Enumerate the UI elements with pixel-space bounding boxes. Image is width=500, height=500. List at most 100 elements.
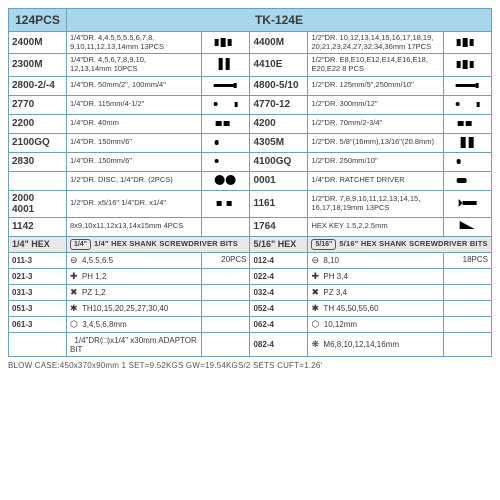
- icon-cell: [202, 217, 250, 236]
- desc-cell: 8x9,10x11,12x13,14x15mm 4PCS: [66, 217, 201, 236]
- code-cell: 0001: [250, 171, 308, 190]
- desc-cell: 1/2"DR. 5/8"(16mm),13/16"(20.8mm): [308, 133, 443, 152]
- bit-qty: [202, 284, 250, 300]
- header-right: TK-124E: [66, 9, 491, 32]
- code-cell: 4200: [250, 114, 308, 133]
- code-cell: 4305M: [250, 133, 308, 152]
- bit-code: 051-3: [9, 300, 67, 316]
- extension-icon: [445, 78, 490, 92]
- bit-qty: [202, 268, 250, 284]
- socket-set-icon: [445, 35, 490, 49]
- icon-cell: [202, 54, 250, 76]
- bit-qty: [202, 332, 250, 356]
- icon-cell: [202, 95, 250, 114]
- spec-row: 2100GQ1/4"DR. 150mm/6"4305M1/2"DR. 5/8"(…: [9, 133, 492, 152]
- icon-cell: [443, 190, 491, 217]
- spec-row: 1/2"DR. DISC, 1/4"DR. (2PCS) 00011/4"DR. …: [9, 171, 492, 190]
- desc-cell: 1/4"DR. 115mm/4-1/2": [66, 95, 201, 114]
- icon-cell: [443, 152, 491, 171]
- icon-cell: [202, 171, 250, 190]
- desc-cell: 1/4"DR. 40mm: [66, 114, 201, 133]
- bit-qty: [202, 300, 250, 316]
- icon-cell: [443, 76, 491, 95]
- bit-symbol: ⊖: [70, 255, 78, 265]
- desc-cell: 1/2"DR. x5/16" 1/4"DR. x1/4": [66, 190, 201, 217]
- bit-desc: ✚ PH 3,4: [308, 268, 443, 284]
- crow-foot-icon: [445, 196, 490, 210]
- bit-desc: ❋ M6,8,10,12,14,16mm: [308, 332, 443, 356]
- bit-symbol: ✚: [311, 271, 319, 281]
- code-cell: 2800-2/-4: [9, 76, 67, 95]
- bit-desc: ⬡ 3,4,5,6,8mm: [66, 316, 201, 332]
- desc-cell: 1/2"DR. E8,E10,E12,E14,E16,E18,E20,E22 8…: [308, 54, 443, 76]
- bit-code: 082-4: [250, 332, 308, 356]
- shank-row: 1/4" HEX 1/4"1/4" HEX SHANK SCREWDRIVER …: [9, 236, 492, 252]
- bit-desc: ✚ PH 1,2: [66, 268, 201, 284]
- bit-qty: [443, 268, 491, 284]
- socket-set-icon: [203, 35, 248, 49]
- bit-qty: [443, 300, 491, 316]
- bit-symbol: ✖: [70, 287, 78, 297]
- desc-cell: 1/2"DR. 70mm/2-3/4": [308, 114, 443, 133]
- code-cell: 4400M: [250, 32, 308, 54]
- spinner-icon: [445, 97, 490, 111]
- bit-desc: ⬡ 10,12mm: [308, 316, 443, 332]
- bit-code: 052-4: [250, 300, 308, 316]
- disc-icon: [203, 173, 248, 187]
- bit-qty: [443, 332, 491, 356]
- spec-table: 124PCS TK-124E 2400M1/4"DR. 4,4.5,5,5.5,…: [8, 8, 492, 357]
- shank-right-text: 5/16"5/16" HEX SHANK SCREWDRIVER BITS: [308, 236, 492, 252]
- bit-symbol: ⬡: [70, 319, 78, 329]
- spec-row: 22001/4"DR. 40mm 42001/2"DR. 70mm/2-3/4": [9, 114, 492, 133]
- desc-cell: 1/2"DR. DISC, 1/4"DR. (2PCS): [66, 171, 201, 190]
- spec-row: 27701/4"DR. 115mm/4-1/2"4770-121/2"DR. 3…: [9, 95, 492, 114]
- icon-cell: [443, 32, 491, 54]
- bit-symbol: ⊖: [311, 255, 319, 265]
- bit-symbol: ✖: [311, 287, 319, 297]
- desc-cell: 1/4"DR. 150mm/6": [66, 152, 201, 171]
- code-cell: 2400M: [9, 32, 67, 54]
- deep-socket-icon: [203, 57, 248, 71]
- hexkey-icon: [445, 219, 490, 233]
- icon-cell: [202, 114, 250, 133]
- bit-code: 022-4: [250, 268, 308, 284]
- spinner-icon: [203, 97, 248, 111]
- icon-cell: [443, 171, 491, 190]
- desc-cell: 1/2"DR. 10,12,13,14,15,16,17,18,19,20,21…: [308, 32, 443, 54]
- bit-code: 062-4: [250, 316, 308, 332]
- ratchet-icon: [445, 154, 490, 168]
- bit-code: 011-3: [9, 252, 67, 268]
- flex-handle-icon: [203, 154, 248, 168]
- extension-icon: [203, 78, 248, 92]
- code-cell: 1161: [250, 190, 308, 217]
- bit-symbol: ✱: [311, 303, 319, 313]
- code-cell: 2770: [9, 95, 67, 114]
- shank-left-text: 1/4"1/4" HEX SHANK SCREWDRIVER BITS: [66, 236, 250, 252]
- bit-qty: [443, 316, 491, 332]
- icon-cell: [202, 133, 250, 152]
- bit-desc: ✱ TH10,15,20,25,27,30,40: [66, 300, 201, 316]
- header-left: 124PCS: [9, 9, 67, 32]
- code-cell: 4770-12: [250, 95, 308, 114]
- spec-row: 2400M1/4"DR. 4,4.5,5,5.5,6,7,8,9,10,11,1…: [9, 32, 492, 54]
- code-cell: 2200: [9, 114, 67, 133]
- spec-row: 200040011/2"DR. x5/16" 1/4"DR. x1/4"1161…: [9, 190, 492, 217]
- code-cell: 4800-5/10: [250, 76, 308, 95]
- bit-row: 051-3✱ TH10,15,20,25,27,30,40052-4✱ TH 4…: [9, 300, 492, 316]
- bit-row: 011-3⊖ 4,5.5,6.520PCS012-4⊖ 8,1018PCS: [9, 252, 492, 268]
- desc-cell: 1/4"DR. 50mm/2", 100mm/4": [66, 76, 201, 95]
- code-cell: 1142: [9, 217, 67, 236]
- desc-cell: 1/4"DR. RATCHET DRIVER: [308, 171, 443, 190]
- code-cell: 4410E: [250, 54, 308, 76]
- icon-cell: [202, 76, 250, 95]
- bit-code: 061-3: [9, 316, 67, 332]
- bit-code: 012-4: [250, 252, 308, 268]
- bit-row: 061-3⬡ 3,4,5,6,8mm 062-4⬡ 10,12mm: [9, 316, 492, 332]
- bit-qty: 20PCS: [202, 252, 250, 268]
- icon-cell: [443, 95, 491, 114]
- ujoint-icon: [203, 116, 248, 130]
- shank-right-code: 5/16" HEX: [250, 236, 308, 252]
- bit-qty: 18PCS: [443, 252, 491, 268]
- bit-symbol: ❋: [311, 339, 319, 349]
- spec-row: 28301/4"DR. 150mm/6"4100GQ1/2"DR. 250mm/…: [9, 152, 492, 171]
